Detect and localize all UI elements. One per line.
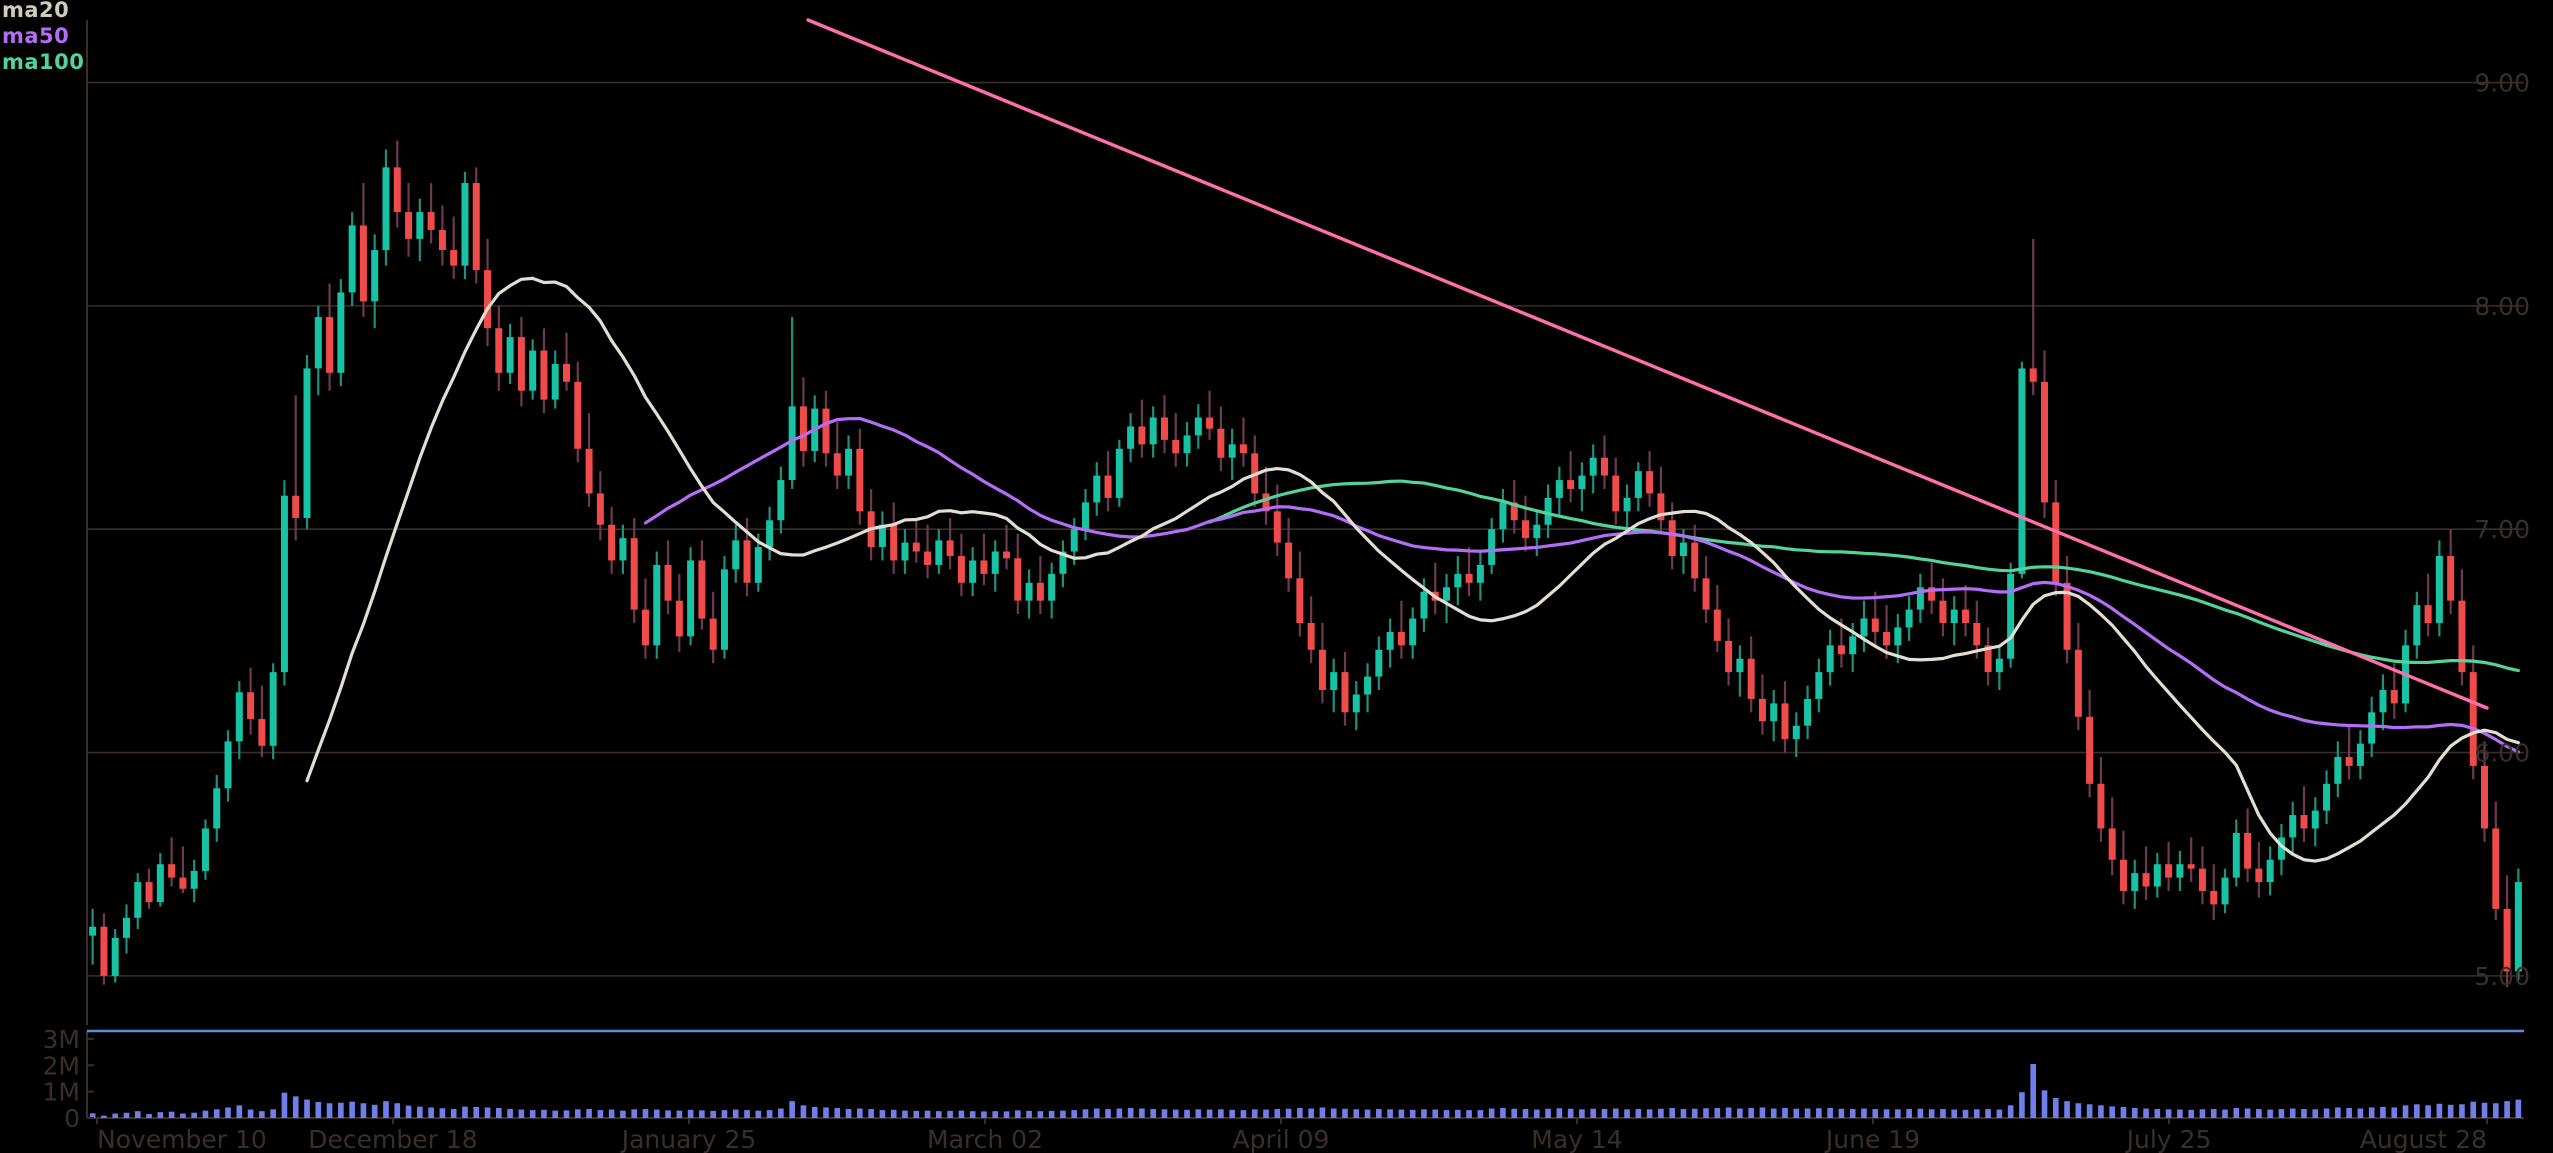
moving-average-lines [305, 276, 2520, 863]
legend-item-ma100[interactable]: ma100 [2, 52, 84, 73]
volume-tick-label: 3M [43, 1025, 80, 1054]
volume-tick-label: 1M [43, 1078, 80, 1107]
date-tick-label: January 25 [620, 1125, 757, 1153]
grid-lines [87, 81, 2524, 977]
date-tick-label: November 10 [97, 1125, 267, 1153]
legend-item-ma50[interactable]: ma50 [2, 26, 84, 47]
candlesticks [89, 140, 2522, 988]
legend-label-ma50: ma50 [2, 24, 70, 48]
price-tick-label: 6.00 [2474, 739, 2530, 768]
price-tick-label: 8.00 [2474, 292, 2530, 321]
date-tick-label: March 02 [927, 1125, 1043, 1153]
price-axis-labels: 9.00 8.00 7.00 6.00 5.00 [2474, 69, 2530, 991]
axis-spines [86, 20, 2524, 1119]
date-tick-label: June 19 [1824, 1125, 1920, 1153]
ma-legend: ma20 ma50 ma100 [2, 0, 84, 78]
legend-label-ma20: ma20 [2, 0, 70, 22]
volume-tick-label: 0 [64, 1104, 80, 1133]
date-axis-ticks [96, 1118, 2488, 1124]
price-tick-label: 7.00 [2474, 515, 2530, 544]
volume-bars [89, 1063, 2522, 1118]
date-tick-label: December 18 [308, 1125, 477, 1153]
volume-tick-label: 2M [43, 1051, 80, 1080]
date-tick-label: April 09 [1233, 1125, 1330, 1153]
price-tick-label: 9.00 [2474, 69, 2530, 98]
date-axis-labels: November 10 December 18 January 25 March 02… [97, 1125, 2487, 1153]
date-tick-label: July 25 [2125, 1125, 2212, 1153]
price-tick-label: 5.00 [2474, 962, 2530, 991]
legend-label-ma100: ma100 [2, 50, 85, 74]
date-tick-label: May 14 [1531, 1125, 1622, 1153]
date-tick-label: August 28 [2360, 1125, 2487, 1153]
legend-item-ma20[interactable]: ma20 [2, 0, 84, 21]
trendline-annotation [806, 18, 2489, 710]
